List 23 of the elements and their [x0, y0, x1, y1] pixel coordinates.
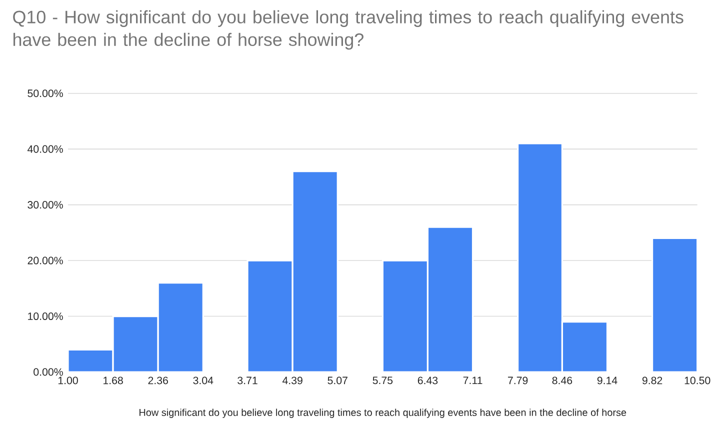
x-tick-label: 9.14	[597, 376, 618, 384]
x-tick-label: 4.39	[282, 376, 302, 384]
x-tick-label: 5.07	[328, 376, 348, 384]
x-tick-label: 1.00	[58, 376, 78, 384]
x-tick-label: 8.46	[552, 376, 572, 384]
x-tick-label: 1.68	[104, 376, 123, 384]
y-tick-label: 20.00%	[28, 256, 63, 264]
chart-title: Q10 - How significant do you believe long traveling times to reach qualifying events have been in the decline of horse showing?	[13, 10, 684, 50]
y-tick-label: 50.00%	[28, 90, 63, 98]
x-tick-label: 5.75	[372, 376, 393, 384]
x-tick-label: 7.11	[463, 376, 482, 384]
x-axis-title: How significant do you believe long traveling times to reach qualifying events have been in the decline of horse	[140, 408, 626, 418]
x-tick-label: 3.71	[238, 376, 258, 384]
x-tick-label: 6.43	[418, 376, 438, 384]
x-tick-label: 3.04	[193, 376, 214, 384]
x-tick-label: 10.50	[684, 376, 710, 384]
y-tick-label: 30.00%	[28, 201, 63, 209]
x-tick-label: 2.36	[148, 376, 168, 384]
y-tick-label: 10.00%	[28, 312, 63, 320]
y-tick-label: 40.00%	[28, 145, 63, 153]
x-tick-label: 9.82	[642, 376, 662, 384]
y-tick-label: 0.00%	[34, 368, 63, 376]
x-tick-label: 7.79	[508, 376, 528, 384]
